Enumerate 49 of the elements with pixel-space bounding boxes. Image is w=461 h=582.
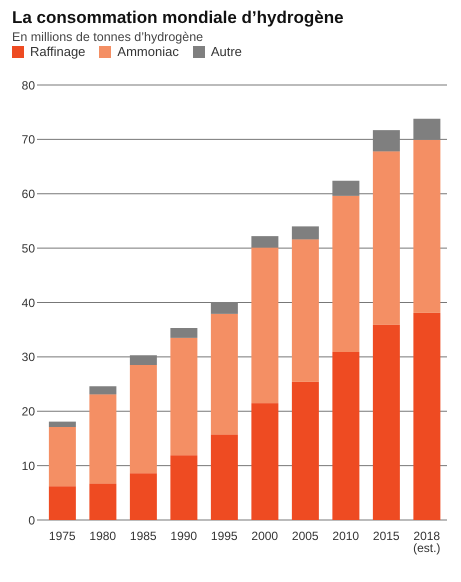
- bar: [89, 386, 116, 394]
- legend-label: Autre: [210, 44, 242, 59]
- bar: [251, 236, 278, 248]
- bar: [251, 248, 278, 404]
- x-tick-label: 2010: [332, 529, 360, 543]
- bar: [89, 484, 116, 520]
- bar: [332, 352, 360, 520]
- bar: [413, 140, 440, 313]
- x-tick-label: 2000: [251, 529, 278, 543]
- bar: [170, 328, 198, 338]
- y-tick-label: 30: [22, 350, 36, 364]
- bar: [372, 151, 400, 325]
- bar: [413, 312, 440, 520]
- bar: [372, 324, 400, 520]
- chart-title: La consommation mondiale d’hydrogène: [12, 8, 345, 28]
- bar: [332, 196, 360, 352]
- bar: [48, 427, 76, 486]
- bar: [130, 365, 157, 474]
- x-tick-label: 1980: [89, 529, 116, 543]
- y-tick-label: 0: [28, 513, 36, 528]
- bar: [130, 473, 157, 520]
- y-tick-label: 80: [22, 78, 36, 92]
- y-tick-label: 40: [22, 296, 36, 310]
- legend-label: Ammoniac: [116, 44, 179, 59]
- x-tick-label: 2018 (est.): [413, 529, 440, 555]
- bar: [48, 486, 76, 520]
- bar: [292, 239, 319, 382]
- legend-label: Raffinage: [29, 44, 86, 59]
- bar: [292, 382, 319, 520]
- x-tick-label: 1975: [48, 529, 76, 543]
- y-tick-label: 60: [22, 187, 36, 202]
- x-tick-label: 2015: [372, 529, 400, 543]
- chart-subtitle: En millions de tonnes d’hydrogène: [12, 30, 204, 44]
- bar: [251, 403, 278, 520]
- y-tick-label: 20: [22, 404, 36, 419]
- bar: [48, 422, 76, 428]
- bar: [89, 394, 116, 484]
- y-tick-label: 10: [22, 458, 36, 473]
- y-tick-label: 70: [22, 132, 36, 147]
- bar: [170, 338, 198, 456]
- x-tick-label: 1985: [130, 529, 157, 543]
- x-tick-label: 1995: [210, 529, 238, 543]
- bar: [210, 434, 238, 520]
- y-tick-label: 50: [22, 241, 36, 256]
- x-tick-label: 2005: [292, 529, 319, 543]
- x-tick-label: 1990: [170, 529, 198, 543]
- bar: [170, 455, 198, 520]
- bar: [292, 226, 319, 240]
- bar: [210, 314, 238, 435]
